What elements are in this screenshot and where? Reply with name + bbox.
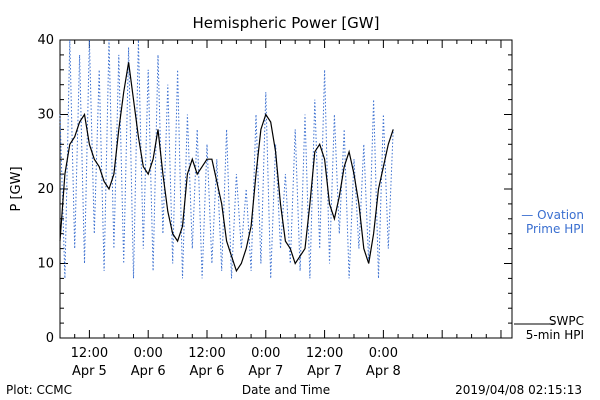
- x-axis: 12:00 Apr 5 0:00 Apr 6 12:00 Apr 6 0:00 Apr 7 12…: [59, 40, 502, 379]
- x-tick-label: 12:00: [188, 346, 225, 361]
- x-tick-label: 12:00: [71, 346, 108, 361]
- legend-ovation-label: — Ovation: [521, 208, 584, 222]
- y-axis-label: P [GW]: [9, 166, 24, 211]
- series-layer: [59, 39, 394, 279]
- x-tick-date-label: Apr 5: [72, 364, 107, 379]
- x-tick-label: 0:00: [134, 346, 163, 361]
- x-tick-date-label: Apr 6: [190, 364, 225, 379]
- chart-title: Hemispheric Power [GW]: [193, 14, 380, 32]
- x-tick-date-label: Apr 8: [366, 364, 401, 379]
- series-ovation-prime-line: [59, 39, 394, 279]
- y-tick-label: 30: [37, 108, 54, 123]
- x-tick-date-label: Apr 7: [307, 364, 342, 379]
- y-tick-label: 20: [37, 182, 54, 197]
- y-tick-label: 10: [37, 257, 54, 272]
- x-axis-label: Date and Time: [242, 383, 330, 397]
- legend-ovation-label-2: Prime HPI: [526, 222, 584, 236]
- legend-swpc-label: SWPC: [549, 314, 584, 328]
- footer-left: Plot: CCMC: [6, 383, 72, 397]
- y-tick-label: 40: [37, 33, 54, 48]
- x-tick-label: 12:00: [306, 346, 343, 361]
- footer-right: 2019/04/08 02:15:13: [455, 383, 582, 397]
- x-tick-label: 0:00: [251, 346, 280, 361]
- x-tick-date-label: Apr 7: [248, 364, 283, 379]
- y-axis: 0 10 20 30 40: [37, 33, 512, 346]
- x-tick-date-label: Apr 6: [131, 364, 166, 379]
- y-tick-label: 0: [46, 331, 54, 346]
- series-swpc-line: [59, 62, 394, 273]
- x-tick-label: 0:00: [369, 346, 398, 361]
- legend-swpc-label-2: 5-min HPI: [526, 328, 584, 342]
